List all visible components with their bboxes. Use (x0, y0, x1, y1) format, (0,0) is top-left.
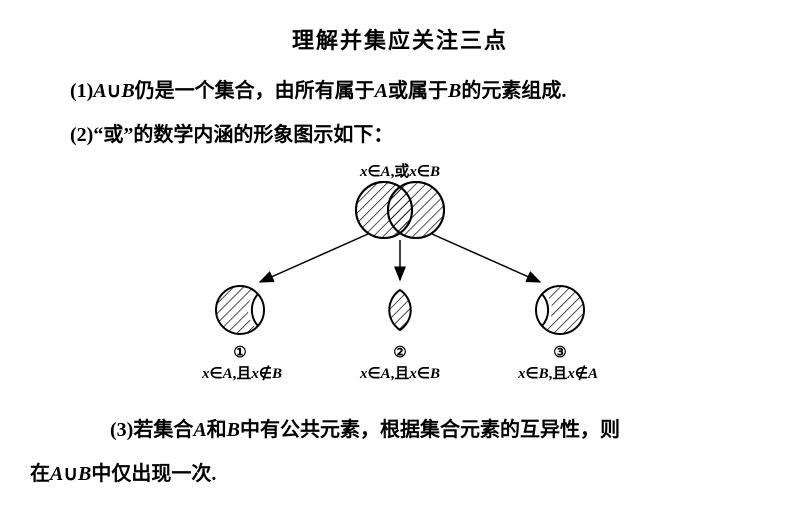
p1-prefix: (1) (70, 80, 93, 102)
cond-2: x∈A,且x∈B (359, 365, 440, 382)
top-inA: ∈ (368, 164, 381, 180)
paragraph-1: (1)A∪B仍是一个集合，由所有属于A或属于B的元素组成. (30, 72, 770, 110)
label-c3: ③ (553, 345, 566, 361)
p1-end: 的元素组成. (461, 80, 566, 102)
p3b-A: A (50, 463, 63, 485)
paragraph-3b: 在A∪B中仅出现一次. (30, 455, 770, 493)
p3b-B: B (78, 463, 91, 485)
venn-b-only (504, 286, 584, 334)
var-A: A (93, 80, 106, 102)
svg-text:x∈A,或x∈B: x∈A,或x∈B (359, 162, 440, 180)
p3b-union: ∪ (63, 463, 78, 485)
label-c1: ① (233, 345, 246, 361)
p3-B: B (227, 419, 240, 441)
var-A2: A (375, 80, 388, 102)
top-inB: ∈ (417, 164, 430, 180)
top-venn (356, 182, 444, 238)
var-B2: B (448, 80, 461, 102)
arrow-right (432, 234, 540, 282)
cond-1: x∈A,且x∉B (201, 365, 282, 382)
union-sym: ∪ (107, 80, 122, 102)
paragraph-3: (3)若集合A和B中有公共元素，根据集合元素的互异性，则 (30, 411, 770, 449)
p3-and: 和 (207, 419, 227, 441)
page-title: 理解并集应关注三点 (30, 20, 770, 62)
arrow-left (260, 234, 368, 282)
cond-3: x∈B,且x∉A (517, 365, 598, 382)
p3-A: A (193, 419, 206, 441)
paragraph-2: (2)“或”的数学内涵的形象图示如下： (30, 116, 770, 154)
top-or: 或 (394, 162, 409, 180)
venn-diagram: x∈A,或x∈B ① ② ③ x∈A,且x∉B x∈A,且x∈B x∈B,且 (30, 162, 770, 405)
p3-pre: (3)若集合 (110, 419, 193, 441)
p1-mid2: 或属于 (388, 80, 448, 102)
venn-intersection (389, 290, 410, 330)
venn-a-only (216, 286, 296, 334)
var-B: B (121, 80, 134, 102)
p3b-pre: 在 (30, 463, 50, 485)
p3-mid: 中有公共元素，根据集合元素的互异性，则 (240, 419, 620, 441)
top-A: A (380, 164, 391, 180)
p3b-end: 中仅出现一次. (91, 463, 216, 485)
label-c2: ② (393, 345, 406, 361)
top-B: B (429, 164, 440, 180)
p1-mid1: 仍是一个集合，由所有属于 (135, 80, 375, 102)
